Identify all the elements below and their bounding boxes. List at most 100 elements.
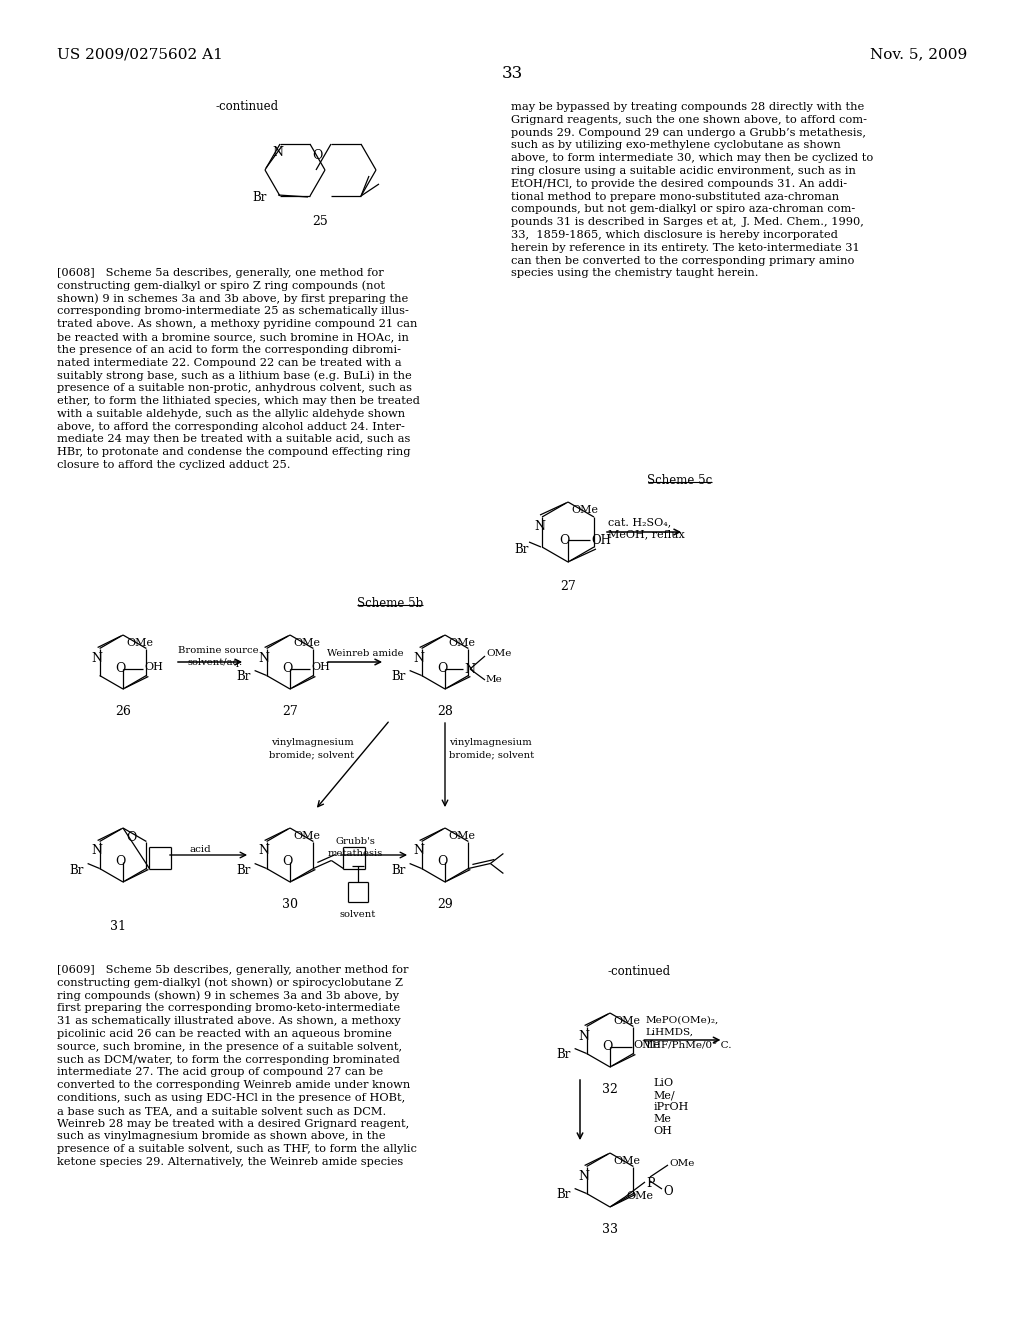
Text: O: O	[663, 1185, 673, 1199]
Text: above, to form intermediate 30, which may then be cyclized to: above, to form intermediate 30, which ma…	[511, 153, 873, 164]
Text: Me/: Me/	[653, 1090, 675, 1100]
Text: O: O	[282, 663, 292, 675]
Text: O: O	[602, 1040, 612, 1053]
Text: 25: 25	[312, 215, 329, 228]
Text: OH: OH	[591, 535, 611, 546]
Text: may be bypassed by treating compounds 28 directly with the: may be bypassed by treating compounds 28…	[511, 102, 864, 112]
Text: 33,  1859-1865, which disclosure is hereby incorporated: 33, 1859-1865, which disclosure is hereb…	[511, 230, 838, 240]
Text: tional method to prepare mono-substituted aza-chroman: tional method to prepare mono-substitute…	[511, 191, 839, 202]
Text: O: O	[312, 149, 323, 162]
Text: vinylmagnesium: vinylmagnesium	[270, 738, 353, 747]
Text: -continued: -continued	[215, 100, 279, 114]
Text: Br: Br	[557, 1048, 571, 1061]
Text: Nov. 5, 2009: Nov. 5, 2009	[869, 48, 967, 61]
Text: above, to afford the corresponding alcohol adduct 24. Inter-: above, to afford the corresponding alcoh…	[57, 421, 404, 432]
Text: cat. H₂SO₄,: cat. H₂SO₄,	[608, 517, 671, 527]
Text: O: O	[282, 855, 292, 869]
Text: Br: Br	[391, 863, 406, 876]
Text: ketone species 29. Alternatively, the Weinreb amide species: ketone species 29. Alternatively, the We…	[57, 1158, 403, 1167]
Text: herein by reference in its entirety. The keto-intermediate 31: herein by reference in its entirety. The…	[511, 243, 860, 253]
Text: Br: Br	[70, 863, 84, 876]
Text: -continued: -continued	[607, 965, 670, 978]
Text: 32: 32	[602, 1082, 617, 1096]
Text: N: N	[464, 663, 475, 676]
Text: OMe: OMe	[126, 638, 153, 648]
Text: OMe: OMe	[571, 506, 598, 515]
Text: mediate 24 may then be treated with a suitable acid, such as: mediate 24 may then be treated with a su…	[57, 434, 411, 445]
Text: OMe: OMe	[613, 1016, 640, 1026]
Text: source, such bromine, in the presence of a suitable solvent,: source, such bromine, in the presence of…	[57, 1041, 402, 1052]
Text: intermediate 27. The acid group of compound 27 can be: intermediate 27. The acid group of compo…	[57, 1068, 383, 1077]
Text: EtOH/HCl, to provide the desired compounds 31. An addi-: EtOH/HCl, to provide the desired compoun…	[511, 178, 847, 189]
Text: ring compounds (shown) 9 in schemes 3a and 3b above, by: ring compounds (shown) 9 in schemes 3a a…	[57, 990, 399, 1001]
Text: can then be converted to the corresponding primary amino: can then be converted to the correspondi…	[511, 256, 854, 265]
Text: P: P	[646, 1177, 654, 1191]
Text: pounds 29. Compound 29 can undergo a Grubb’s metathesis,: pounds 29. Compound 29 can undergo a Gru…	[511, 128, 866, 137]
Text: [0609]   Scheme 5b describes, generally, another method for: [0609] Scheme 5b describes, generally, a…	[57, 965, 409, 975]
Text: Bromine source: Bromine source	[178, 645, 259, 655]
Text: OMe: OMe	[293, 638, 319, 648]
Text: Me: Me	[653, 1114, 672, 1125]
Text: compounds, but not gem-dialkyl or spiro aza-chroman com-: compounds, but not gem-dialkyl or spiro …	[511, 205, 855, 214]
Text: Br: Br	[237, 671, 251, 684]
Text: N: N	[579, 1030, 590, 1043]
Text: closure to afford the cyclized adduct 25.: closure to afford the cyclized adduct 25…	[57, 459, 291, 470]
Text: O: O	[437, 855, 447, 869]
Text: ether, to form the lithiated species, which may then be treated: ether, to form the lithiated species, wh…	[57, 396, 420, 407]
Text: iPrOH: iPrOH	[653, 1102, 689, 1111]
Text: N: N	[414, 652, 425, 664]
Text: 28: 28	[437, 705, 453, 718]
Text: trated above. As shown, a methoxy pyridine compound 21 can: trated above. As shown, a methoxy pyridi…	[57, 319, 418, 329]
Text: first preparing the corresponding bromo-keto-intermediate: first preparing the corresponding bromo-…	[57, 1003, 400, 1014]
Text: HBr, to protonate and condense the compound effecting ring: HBr, to protonate and condense the compo…	[57, 447, 411, 457]
Text: N: N	[91, 652, 102, 664]
Text: 27: 27	[283, 705, 298, 718]
Text: O: O	[437, 663, 447, 675]
Text: Br: Br	[391, 671, 406, 684]
Text: 33: 33	[602, 1224, 618, 1236]
Text: OMe: OMe	[633, 1040, 660, 1049]
Text: shown) 9 in schemes 3a and 3b above, by first preparing the: shown) 9 in schemes 3a and 3b above, by …	[57, 293, 409, 304]
Text: OMe: OMe	[449, 832, 475, 841]
Text: 31: 31	[110, 920, 126, 933]
Text: O: O	[115, 663, 125, 675]
Text: Br: Br	[252, 191, 266, 205]
Text: 26: 26	[115, 705, 131, 718]
Text: picolinic acid 26 can be reacted with an aqueous bromine: picolinic acid 26 can be reacted with an…	[57, 1030, 392, 1039]
Text: OMe: OMe	[293, 832, 319, 841]
Text: converted to the corresponding Weinreb amide under known: converted to the corresponding Weinreb a…	[57, 1080, 411, 1090]
Text: be reacted with a bromine source, such bromine in HOAc, in: be reacted with a bromine source, such b…	[57, 333, 409, 342]
Text: species using the chemistry taught herein.: species using the chemistry taught herei…	[511, 268, 759, 279]
Text: the presence of an acid to form the corresponding dibromi-: the presence of an acid to form the corr…	[57, 345, 401, 355]
Text: Grignard reagents, such the one shown above, to afford com-: Grignard reagents, such the one shown ab…	[511, 115, 867, 125]
Text: such as by utilizing exo-methylene cyclobutane as shown: such as by utilizing exo-methylene cyclo…	[511, 140, 841, 150]
Text: Scheme 5b: Scheme 5b	[357, 597, 423, 610]
Text: LiO: LiO	[653, 1078, 674, 1088]
Text: a base such as TEA, and a suitable solvent such as DCM.: a base such as TEA, and a suitable solve…	[57, 1106, 386, 1115]
Text: MeOH, reflux: MeOH, reflux	[608, 529, 685, 539]
Text: constructing gem-dialkyl or spiro Z ring compounds (not: constructing gem-dialkyl or spiro Z ring…	[57, 281, 385, 292]
Text: N: N	[91, 845, 102, 858]
Text: suitably strong base, such as a lithium base (e.g. BuLi) in the: suitably strong base, such as a lithium …	[57, 371, 412, 381]
Text: N: N	[535, 520, 545, 533]
Text: 33: 33	[502, 65, 522, 82]
Text: OH: OH	[144, 663, 163, 672]
Text: N: N	[414, 845, 425, 858]
Text: Weinreb 28 may be treated with a desired Grignard reagent,: Weinreb 28 may be treated with a desired…	[57, 1118, 410, 1129]
Text: pounds 31 is described in Sarges et at,  J. Med. Chem., 1990,: pounds 31 is described in Sarges et at, …	[511, 218, 864, 227]
Text: N: N	[272, 147, 283, 158]
Text: N: N	[579, 1170, 590, 1183]
Text: with a suitable aldehyde, such as the allylic aldehyde shown: with a suitable aldehyde, such as the al…	[57, 409, 406, 418]
Text: O: O	[559, 535, 569, 546]
Text: bromide; solvent: bromide; solvent	[269, 750, 354, 759]
Text: OMe: OMe	[486, 649, 511, 657]
Text: Me: Me	[486, 675, 503, 684]
Text: nated intermediate 22. Compound 22 can be treated with a: nated intermediate 22. Compound 22 can b…	[57, 358, 401, 367]
Text: 27: 27	[560, 579, 575, 593]
Text: ring closure using a suitable acidic environment, such as in: ring closure using a suitable acidic env…	[511, 166, 856, 176]
Text: US 2009/0275602 A1: US 2009/0275602 A1	[57, 48, 223, 61]
Text: such as DCM/water, to form the corresponding brominated: such as DCM/water, to form the correspon…	[57, 1055, 399, 1065]
Text: Br: Br	[557, 1188, 571, 1201]
Text: O: O	[126, 832, 136, 843]
Text: vinylmagnesium: vinylmagnesium	[449, 738, 531, 747]
